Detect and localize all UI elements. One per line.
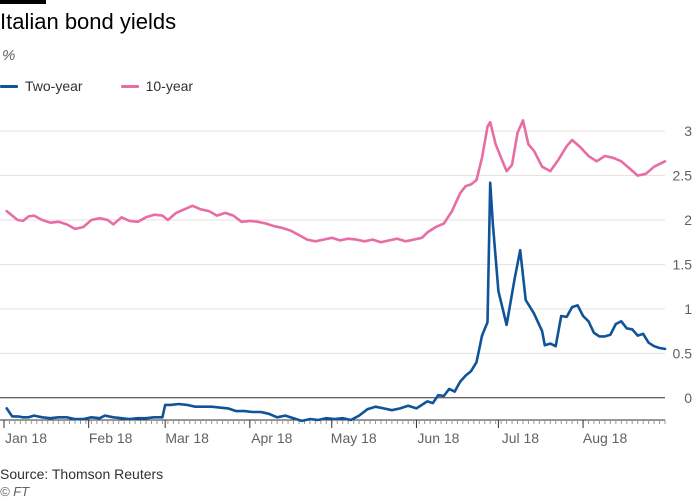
y-tick-label: 3 <box>684 123 692 139</box>
legend-swatch-two-year <box>0 84 18 88</box>
x-tick-label: Aug 18 <box>583 430 628 446</box>
y-tick-label: 2 <box>684 212 692 228</box>
legend-item-ten-year: 10-year <box>120 78 194 94</box>
y-tick-label: 2.5 <box>673 168 693 184</box>
x-tick-label: Feb 18 <box>89 430 133 446</box>
x-tick-label: Jul 18 <box>502 430 540 446</box>
x-tick-label: Apr 18 <box>251 430 292 446</box>
legend-label-two-year: Two-year <box>25 78 83 94</box>
legend: Two-year 10-year <box>0 78 193 94</box>
unit-label: % <box>2 47 16 64</box>
chart-title: Italian bond yields <box>0 9 177 34</box>
source-note: Source: Thomson Reuters <box>0 466 164 482</box>
series-line-ten-year <box>5 119 667 244</box>
x-tick-label: May 18 <box>331 430 377 446</box>
legend-item-two-year: Two-year <box>0 78 83 94</box>
series-line-two-year <box>5 181 667 423</box>
ft-top-bar <box>0 0 46 4</box>
y-tick-label: 1.5 <box>673 256 693 272</box>
ft-credit: © FT <box>0 484 30 499</box>
x-tick-label: Jan 18 <box>5 430 47 446</box>
legend-swatch-ten-year <box>120 84 139 88</box>
x-tick-label: Mar 18 <box>165 430 209 446</box>
y-tick-label: 0 <box>684 390 692 406</box>
y-tick-label: 0.5 <box>673 345 693 361</box>
legend-label-ten-year: 10-year <box>145 78 194 94</box>
y-tick-label: 1 <box>684 301 692 317</box>
x-tick-label: Jun 18 <box>417 430 459 446</box>
